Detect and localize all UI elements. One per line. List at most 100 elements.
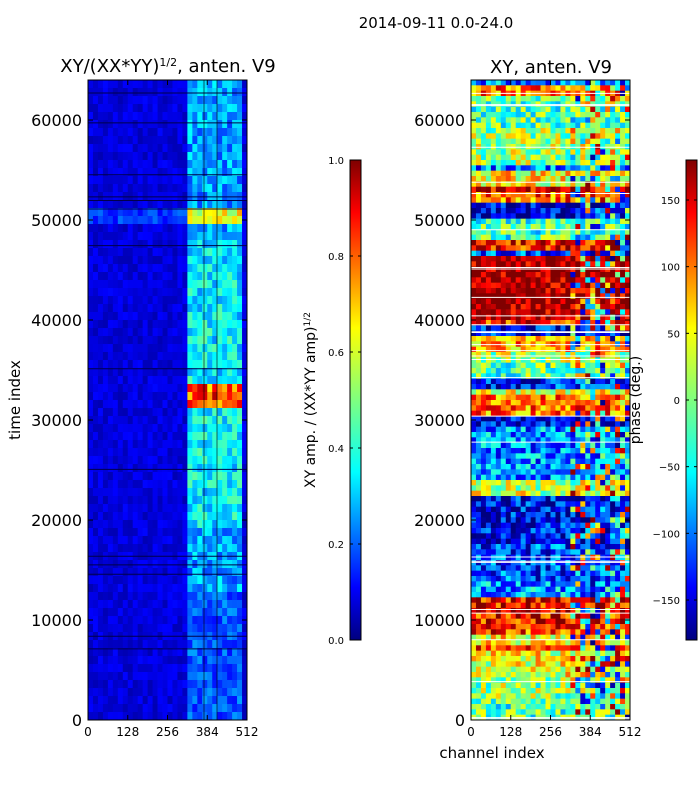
heatmap-cell [102,328,109,337]
heatmap-cell [515,181,522,188]
heatmap-cell [510,208,517,214]
heatmap-cell [232,256,238,265]
heatmap-cell [471,426,477,433]
heatmap-cell [560,426,566,433]
heatmap-cell [152,280,158,289]
heatmap-cell [480,389,487,396]
heatmap-cell [152,568,158,577]
heatmap-cell [515,394,522,401]
heatmap-cell [217,128,223,137]
heatmap-cell [117,696,124,705]
heatmap-cell [88,664,94,673]
heatmap-cell [530,469,536,476]
heatmap-cell [610,192,616,198]
heatmap-cell [500,309,507,316]
heatmap-cell [137,448,144,457]
heatmap-cell [480,368,487,374]
heatmap-cell [570,464,576,470]
heatmap-cell [122,640,129,649]
heatmap-cell [97,384,104,393]
heatmap-cell [227,336,233,345]
heatmap-cell [625,373,630,380]
heatmap-cell [580,309,586,316]
heatmap-cell [217,296,223,305]
heatmap-cell [560,336,566,342]
heatmap-cell [605,298,611,305]
heatmap-cell [600,368,606,374]
heatmap-cell [222,168,228,177]
heatmap-cell [157,104,163,113]
heatmap-cell [187,264,193,273]
heatmap-cell [92,624,99,633]
heatmap-cell [142,264,149,273]
heatmap-cell [217,520,223,529]
heatmap-cell [147,128,153,137]
heatmap-cell [137,112,144,121]
heatmap-cell [605,224,611,230]
heatmap-cell [107,696,114,705]
heatmap-cell [242,592,247,601]
heatmap-cell [585,314,591,321]
heatmap-cell [520,357,527,364]
heatmap-cell [127,368,134,377]
heatmap-cell [157,456,163,465]
heatmap-cell [560,464,566,470]
heatmap-cell [187,320,193,329]
heatmap-cell [122,240,129,249]
heatmap-cell [122,504,129,513]
heatmap-cell [227,384,233,393]
heatmap-cell [600,80,606,86]
heatmap-cell [147,280,153,289]
heatmap-cell [232,416,238,425]
heatmap-cell [480,282,487,289]
heatmap-cell [107,672,114,681]
heatmap-cell [510,282,517,289]
heatmap-cell [600,176,606,182]
heatmap-cell [237,440,243,449]
heatmap-cell [530,320,536,326]
heatmap-cell [490,261,497,268]
heatmap-cell [485,357,492,364]
heatmap-cell [610,154,616,161]
heatmap-cell [475,421,482,428]
heatmap-cell [595,208,601,214]
heatmap-cell [610,362,616,369]
heatmap-cell [550,202,556,209]
heatmap-cell [117,576,124,585]
heatmap-cell [545,133,551,140]
heatmap-cell [525,373,532,380]
heatmap-cell [590,304,596,310]
heatmap-cell [172,504,178,513]
heatmap-cell [471,96,477,102]
heatmap-cell [237,216,243,225]
heatmap-cell [615,442,621,449]
heatmap-cell [525,186,532,193]
heatmap-cell [555,405,561,412]
heatmap-cell [107,432,114,441]
heatmap-cell [217,600,223,609]
heatmap-cell [570,309,576,316]
heatmap-cell [615,85,621,92]
heatmap-cell [102,544,109,553]
heatmap-cell [132,712,139,720]
heatmap-cell [177,664,183,673]
heatmap-cell [550,389,556,396]
heatmap-cell [610,352,616,358]
heatmap-cell [242,80,247,89]
heatmap-cell [152,512,158,521]
heatmap-cell [505,432,512,438]
heatmap-cell [575,378,581,385]
heatmap-cell [515,421,522,428]
heatmap-cell [167,688,173,697]
heatmap-cell [117,640,124,649]
heatmap-cell [625,394,630,401]
heatmap-cell [545,170,551,177]
heatmap-cell [192,352,198,361]
heatmap-cell [525,421,532,428]
heatmap-cell [475,240,482,246]
heatmap-cell [545,282,551,289]
heatmap-cell [142,680,149,689]
heatmap-cell [212,688,218,697]
heatmap-cell [152,152,158,161]
heatmap-cell [127,448,134,457]
